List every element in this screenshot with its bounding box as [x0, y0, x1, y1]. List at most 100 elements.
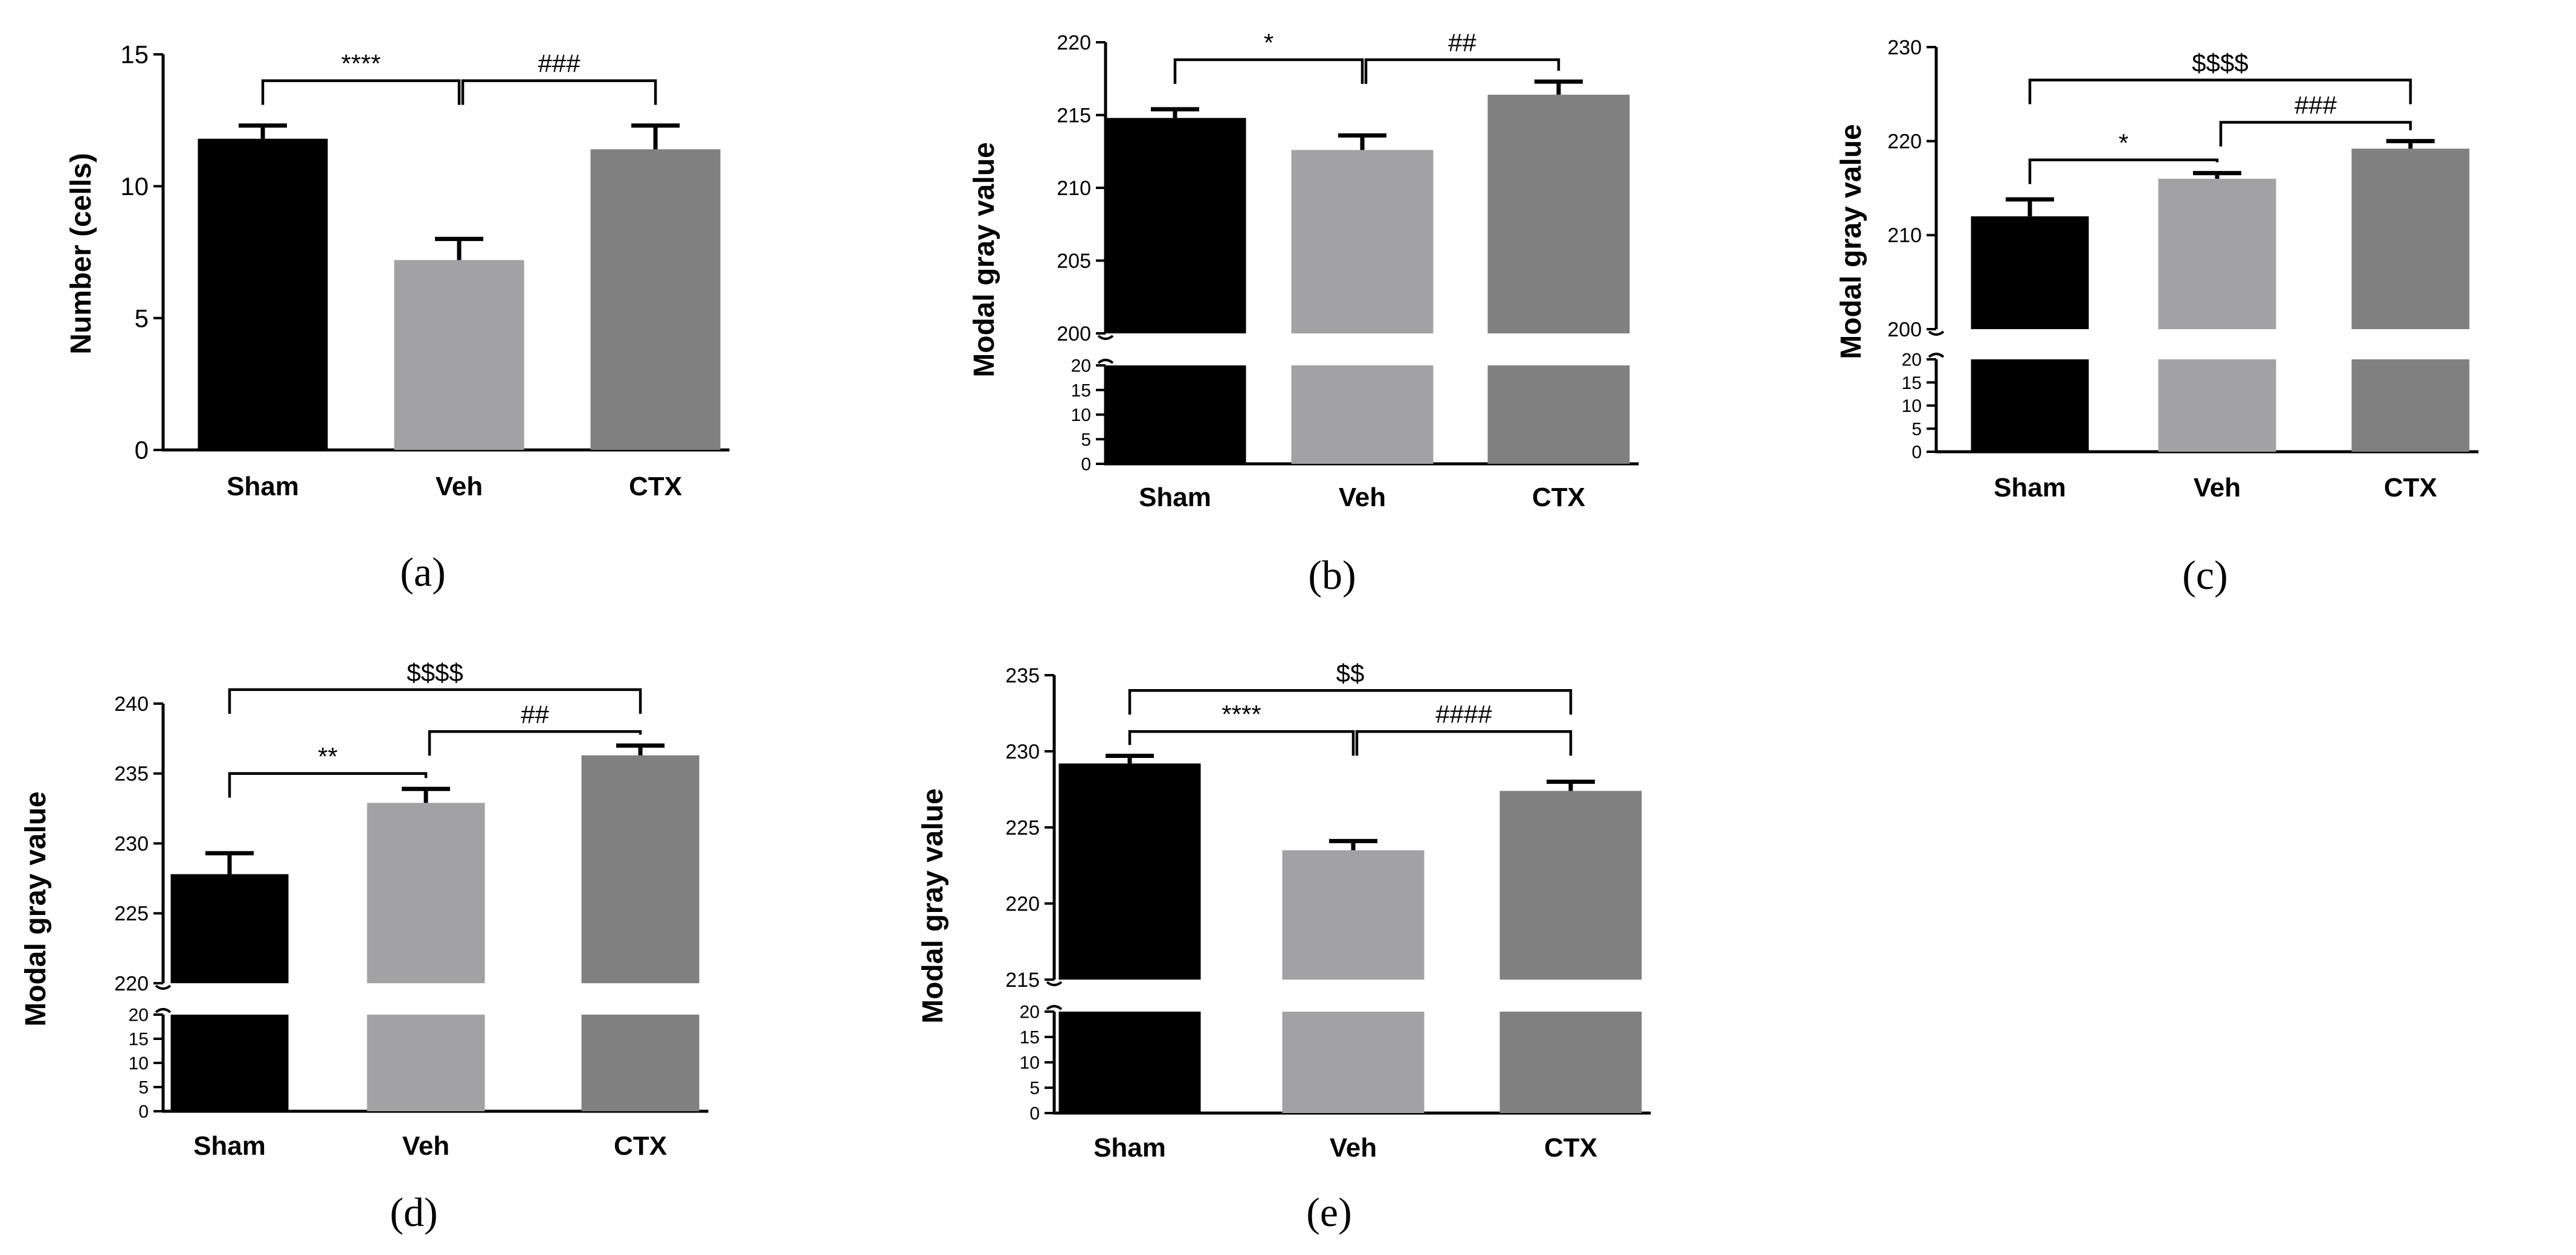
bar-veh — [2158, 178, 2276, 329]
y-tick-label: 230 — [1005, 740, 1040, 763]
y-tick-label: 230 — [1887, 36, 1922, 59]
y-tick-label: 0 — [138, 1102, 149, 1122]
bar-veh — [1282, 850, 1425, 980]
y-axis-label: Modal gray value — [20, 791, 52, 1026]
panel-label: (d) — [390, 1189, 437, 1235]
panel-label: (c) — [2182, 552, 2227, 598]
y-tick-label: 20 — [1020, 1003, 1040, 1022]
y-tick-label: 5 — [1911, 419, 1922, 439]
significance-label: $$$$ — [407, 658, 463, 687]
y-tick-label: 15 — [120, 40, 149, 69]
bar-ctx-lower — [581, 1015, 700, 1111]
x-tick-label: Sham — [1093, 1133, 1166, 1163]
significance-bracket — [2028, 79, 2412, 104]
y-tick-label: 0 — [1081, 455, 1091, 475]
significance-bracket — [228, 688, 642, 714]
y-tick-label: 10 — [1020, 1053, 1040, 1073]
significance-label: * — [1264, 28, 1274, 57]
axis-break-mark — [1928, 330, 1945, 336]
significance-bracket — [2219, 121, 2412, 147]
y-axis-label: Modal gray value — [968, 142, 1000, 377]
bar-ctx-lower — [2351, 359, 2470, 452]
panel-e: 215 220 225 230 235 0 5 10 15 20 Modal gray value S… — [917, 659, 1651, 1235]
bar-sham — [1104, 118, 1246, 333]
bar-veh — [394, 260, 524, 450]
bar-sham-lower — [1058, 1012, 1201, 1113]
bar-sham-lower — [1104, 365, 1246, 464]
significance-bracket — [228, 772, 428, 798]
x-tick-label: CTX — [614, 1131, 667, 1161]
y-tick-label: 15 — [1020, 1028, 1040, 1048]
y-tick-label: 5 — [135, 304, 149, 332]
x-tick-label: Sham — [1994, 473, 2066, 502]
significance-label: $$ — [1336, 659, 1365, 687]
panel-label: (b) — [1308, 552, 1356, 598]
panel-b: 200 205 210 215 220 0 5 10 15 20 Modal gray value S… — [968, 28, 1639, 598]
bar-veh-lower — [1282, 1012, 1425, 1113]
bar-ctx-lower — [1499, 1012, 1642, 1113]
y-tick-label: 20 — [1071, 356, 1091, 376]
y-tick-label: 230 — [114, 832, 149, 855]
x-tick-label: CTX — [1544, 1133, 1597, 1163]
x-tick-label: Sham — [227, 472, 299, 501]
bar-sham-lower — [170, 1015, 289, 1111]
bar-veh-lower — [2158, 359, 2276, 452]
x-tick-label: Sham — [193, 1131, 266, 1161]
axis-break-mark — [155, 984, 172, 990]
y-tick-label: 10 — [120, 172, 149, 201]
bar-sham — [170, 874, 289, 983]
y-tick-label: 235 — [1005, 664, 1040, 687]
significance-label: ### — [2294, 91, 2337, 120]
y-tick-label: 210 — [1887, 224, 1922, 247]
y-axis-label: Modal gray value — [917, 788, 949, 1023]
significance-label: **** — [341, 50, 381, 78]
axis-break-mark — [1928, 353, 1945, 358]
x-tick-label: Veh — [2194, 473, 2241, 502]
axis-break-mark — [1097, 335, 1114, 340]
y-tick-label: 220 — [1057, 31, 1091, 54]
y-tick-label: 5 — [1081, 430, 1091, 450]
bar-veh — [367, 803, 485, 983]
significance-label: ### — [538, 50, 581, 78]
y-tick-label: 0 — [1911, 443, 1922, 463]
axis-break-mark — [1097, 359, 1114, 364]
y-tick-label: 20 — [1902, 350, 1922, 370]
x-tick-label: CTX — [2384, 473, 2437, 502]
y-tick-label: 200 — [1057, 323, 1091, 345]
panel-label: (e) — [1306, 1189, 1351, 1235]
bar-ctx — [2351, 149, 2470, 329]
y-tick-label: 215 — [1057, 104, 1091, 127]
bar-sham-lower — [1971, 359, 2089, 452]
bar-ctx — [1487, 94, 1630, 333]
y-tick-label: 225 — [114, 902, 149, 925]
axis-break-mark — [1046, 1005, 1063, 1010]
y-tick-label: 15 — [129, 1030, 149, 1050]
significance-label: **** — [1222, 700, 1261, 728]
y-tick-label: 15 — [1902, 373, 1922, 393]
y-tick-label: 220 — [1005, 893, 1040, 916]
bar-ctx-lower — [1487, 365, 1630, 464]
y-tick-label: 220 — [114, 972, 149, 995]
significance-bracket — [1173, 58, 1364, 84]
x-tick-label: CTX — [1532, 483, 1585, 512]
bar-sham — [198, 138, 328, 450]
significance-bracket — [2028, 158, 2219, 184]
panel-d: 220 225 230 235 240 0 5 10 15 20 Modal gray value S… — [20, 658, 709, 1235]
y-tick-label: 0 — [1029, 1104, 1040, 1124]
x-tick-label: Sham — [1139, 483, 1211, 512]
y-tick-label: 235 — [114, 763, 149, 786]
y-axis-label: Number (cells) — [65, 153, 97, 354]
axis-break-mark — [1046, 981, 1063, 986]
bar-ctx — [581, 755, 700, 983]
significance-bracket — [1364, 58, 1560, 84]
y-tick-label: 225 — [1005, 817, 1040, 839]
bar-veh — [1291, 150, 1434, 333]
significance-bracket — [261, 79, 461, 105]
axis-break-mark — [155, 1008, 172, 1013]
y-axis-label: Modal gray value — [1835, 124, 1867, 359]
panel-a: 0 5 10 15 Number (cells) Sham Veh CTX **** ### (a) — [65, 40, 730, 595]
y-tick-label: 0 — [135, 436, 149, 464]
significance-bracket — [1355, 730, 1573, 756]
y-tick-label: 10 — [1071, 405, 1091, 425]
